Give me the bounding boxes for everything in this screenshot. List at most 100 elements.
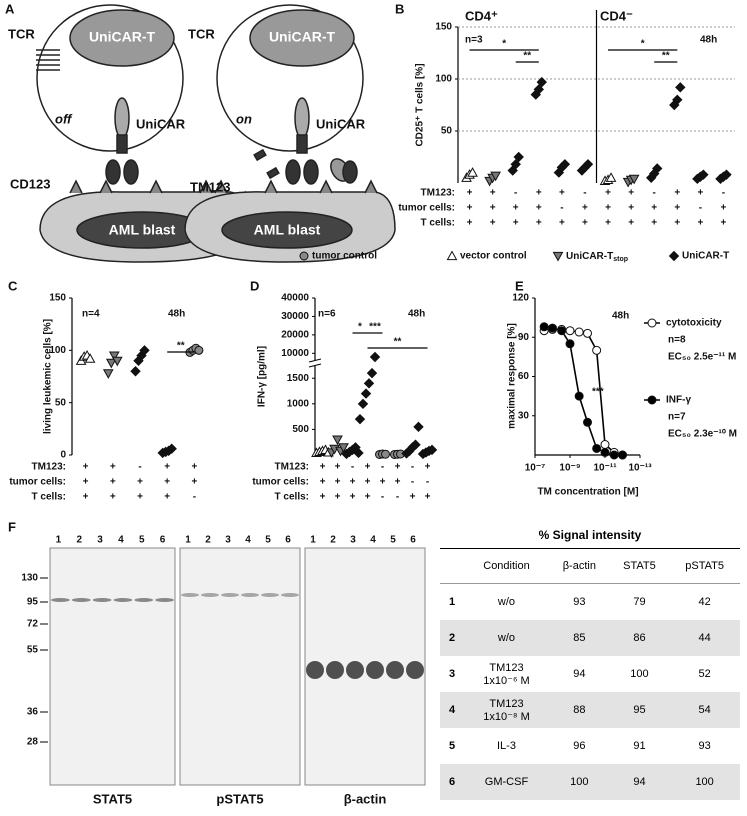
blot-label: β-actin	[344, 791, 387, 806]
axis-break	[308, 358, 322, 368]
row-sign: -	[381, 492, 384, 503]
table-cell: 86	[609, 620, 670, 656]
blot	[179, 547, 301, 786]
label: CD123	[10, 176, 50, 191]
row-sign: +	[536, 203, 542, 214]
x-tick-label: 10⁻¹³	[628, 463, 652, 474]
row-sign: +	[137, 477, 143, 488]
row-sign: +	[380, 477, 386, 488]
table-cell: IL-3	[464, 728, 549, 764]
axis-break	[309, 360, 321, 366]
legend-label: cytotoxicity	[666, 318, 722, 329]
label: UniCAR	[316, 116, 366, 131]
band	[406, 661, 424, 679]
band	[366, 661, 384, 679]
table-cell: 96	[573, 740, 586, 752]
row-sign: +	[110, 492, 116, 503]
band	[134, 598, 154, 602]
y-tick-label: 50	[441, 126, 453, 137]
y-axis-label: living leukemic cells [%]	[43, 319, 54, 434]
panel-label: D	[250, 278, 259, 293]
row-sign: +	[651, 218, 657, 229]
table-row: 5 IL-3 96 91 93	[440, 728, 740, 764]
point	[108, 351, 120, 362]
row-label: T cells:	[421, 218, 455, 229]
legend-sub: stop	[613, 256, 628, 263]
row-sign: -	[653, 188, 656, 199]
table-cell: 95	[609, 692, 670, 728]
lane-number: 5	[265, 535, 271, 546]
table-cell: 6	[440, 764, 464, 800]
sig-label: **	[523, 51, 531, 62]
x-tick-label: 10⁻⁷	[525, 463, 546, 474]
condition-line: w/o	[497, 632, 516, 644]
row-sign: +	[335, 462, 341, 473]
point	[618, 450, 627, 460]
y-tick-label: 500	[292, 424, 309, 435]
row-sign: +	[395, 477, 401, 488]
y-tick-label: 50	[55, 397, 67, 408]
point	[338, 443, 349, 453]
point	[574, 327, 584, 337]
table-cell: 88	[548, 692, 610, 728]
label: TCR	[8, 26, 35, 41]
point	[536, 76, 547, 88]
label: off	[55, 111, 73, 126]
legend-label: INF-γ	[666, 395, 691, 406]
row-sign: -	[560, 203, 563, 214]
label: UniCAR	[136, 116, 186, 131]
panel-label: F	[8, 519, 16, 534]
lane-number: 3	[350, 535, 356, 546]
row-sign: +	[320, 462, 326, 473]
row-sign: +	[467, 203, 473, 214]
x-tick-label: 10⁻¹¹	[593, 463, 617, 474]
point	[647, 318, 657, 328]
row-label: TM123:	[421, 188, 455, 199]
mw-marker: 130	[21, 573, 38, 584]
curve	[544, 328, 623, 456]
legend-label: UniCAR-Tstop	[566, 251, 628, 263]
row-sign: +	[335, 492, 341, 503]
blot	[49, 547, 176, 786]
point	[194, 345, 204, 355]
point	[721, 169, 732, 180]
label: UniCAR-T	[269, 29, 336, 45]
point	[413, 421, 424, 433]
row-sign: +	[425, 462, 431, 473]
condition-line: 1x10⁻⁶ M	[483, 674, 530, 687]
y-axis-label: maximal response [%]	[507, 323, 518, 429]
row-sign: +	[559, 218, 565, 229]
point	[647, 395, 657, 405]
point	[426, 444, 438, 456]
row-label: TM123:	[32, 462, 66, 473]
lane-number: 5	[390, 535, 396, 546]
point	[583, 417, 592, 427]
lane-number: 5	[139, 535, 145, 546]
row-sign: +	[467, 218, 473, 229]
label: UniCAR-T	[89, 29, 156, 45]
table-cell: β-actin	[548, 548, 610, 584]
row-sign: +	[605, 203, 611, 214]
legend-ec50: EC₅₀ 2.3e⁻¹⁰ M	[668, 429, 737, 440]
table-cell: 1	[448, 596, 456, 608]
point	[105, 358, 117, 369]
lane-number: 2	[76, 535, 82, 546]
band	[281, 593, 299, 597]
blot-label: pSTAT5	[216, 791, 263, 806]
y-tick-label: 40000	[281, 293, 309, 304]
table-cell: 2	[440, 620, 464, 656]
table-title: % Signal intensity	[538, 528, 642, 542]
row-sign: +	[350, 477, 356, 488]
point	[600, 447, 610, 457]
point	[357, 398, 369, 410]
row-sign: +	[490, 203, 496, 214]
row-label: T cells:	[32, 492, 66, 503]
table-cell: GM-CSF	[464, 764, 549, 800]
row-sign: +	[582, 218, 588, 229]
lane-number: 2	[205, 535, 211, 546]
row-label: T cells:	[275, 492, 309, 503]
legend-label: tumor control	[312, 251, 377, 262]
row-sign: +	[110, 477, 116, 488]
